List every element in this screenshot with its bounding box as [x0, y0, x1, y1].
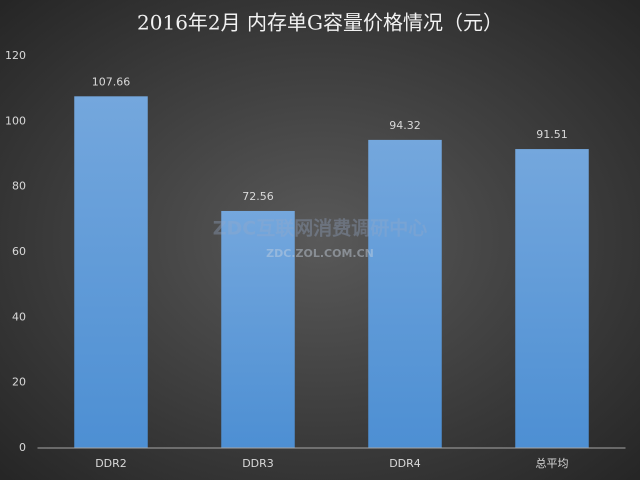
chart-title: 2016年2月 内存单G容量价格情况（元）: [137, 11, 503, 35]
y-tick-label: 80: [12, 180, 26, 193]
y-tick-label: 0: [19, 441, 26, 454]
data-label: 91.51: [536, 128, 568, 141]
bar: [221, 210, 295, 448]
x-tick-label: DDR4: [389, 457, 421, 470]
watermark: ZDC.ZOL.COM.CN: [266, 247, 374, 260]
watermark: ZDC互联网消费调研中心: [213, 217, 428, 240]
x-tick-label: DDR2: [95, 457, 127, 470]
y-tick-label: 100: [5, 114, 26, 127]
bar: [515, 149, 589, 449]
bar: [368, 139, 442, 448]
data-label: 94.32: [389, 119, 421, 132]
data-label: 107.66: [92, 75, 131, 88]
x-tick-label: DDR3: [242, 457, 274, 470]
y-tick-label: 40: [12, 310, 26, 323]
y-tick-label: 120: [5, 49, 26, 62]
data-label: 72.56: [242, 190, 274, 203]
bar: [74, 96, 148, 448]
y-tick-label: 60: [12, 245, 26, 258]
x-tick-label: 总平均: [536, 456, 569, 470]
y-tick-label: 20: [12, 376, 26, 389]
